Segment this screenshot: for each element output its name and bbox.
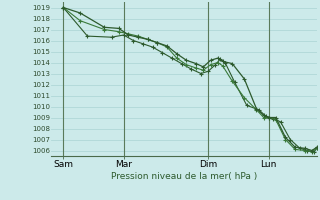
X-axis label: Pression niveau de la mer( hPa ): Pression niveau de la mer( hPa ) — [111, 172, 257, 181]
